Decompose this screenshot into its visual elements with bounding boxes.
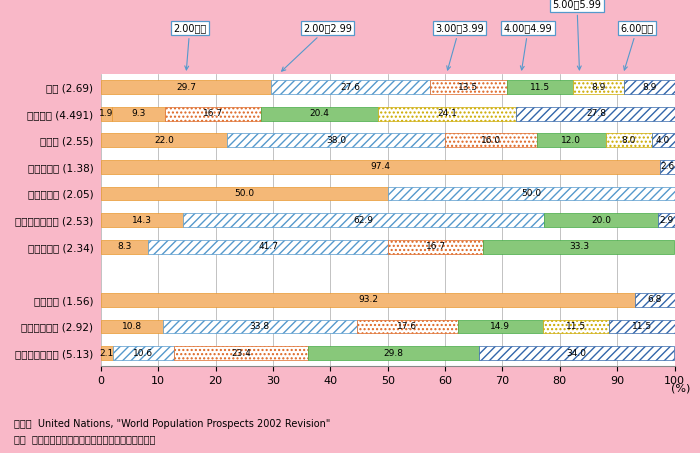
Bar bbox=[183, 213, 544, 227]
Bar bbox=[101, 134, 227, 147]
Text: 3.00～3.99: 3.00～3.99 bbox=[435, 23, 484, 70]
Text: 8.9: 8.9 bbox=[643, 83, 657, 92]
Text: 10.6: 10.6 bbox=[133, 348, 153, 357]
Bar bbox=[388, 187, 675, 200]
Bar bbox=[113, 346, 174, 360]
Bar bbox=[636, 293, 675, 307]
Bar bbox=[163, 319, 357, 333]
Text: 2.00～2.99: 2.00～2.99 bbox=[281, 23, 352, 71]
Text: 6.8: 6.8 bbox=[648, 295, 662, 304]
Bar bbox=[101, 319, 163, 333]
Text: 4.00～4.99: 4.00～4.99 bbox=[504, 23, 552, 70]
Text: 2.1: 2.1 bbox=[100, 348, 114, 357]
Bar bbox=[609, 319, 675, 333]
Text: 41.7: 41.7 bbox=[258, 242, 278, 251]
Bar bbox=[543, 319, 609, 333]
Bar bbox=[261, 107, 378, 120]
Text: 14.9: 14.9 bbox=[491, 322, 510, 331]
Text: 8.3: 8.3 bbox=[118, 242, 132, 251]
Text: 1.9: 1.9 bbox=[99, 109, 113, 118]
Bar bbox=[507, 80, 573, 94]
Bar bbox=[227, 134, 445, 147]
Bar bbox=[479, 346, 674, 360]
Text: 13.5: 13.5 bbox=[458, 83, 478, 92]
Bar bbox=[573, 80, 624, 94]
Text: 12.0: 12.0 bbox=[561, 136, 581, 145]
Bar bbox=[659, 160, 675, 174]
Bar bbox=[101, 240, 148, 254]
Text: 2.6: 2.6 bbox=[660, 163, 674, 171]
Bar bbox=[357, 319, 458, 333]
Text: 6.00以上: 6.00以上 bbox=[621, 23, 654, 70]
Bar bbox=[624, 80, 675, 94]
Bar bbox=[101, 213, 183, 227]
Bar bbox=[148, 240, 388, 254]
Text: 23.4: 23.4 bbox=[231, 348, 251, 357]
Text: 20.4: 20.4 bbox=[309, 109, 330, 118]
Text: 24.1: 24.1 bbox=[437, 109, 457, 118]
Text: 27.6: 27.6 bbox=[340, 83, 360, 92]
Text: 注：  国及び地域の分類は国連の分類に従っている。: 注： 国及び地域の分類は国連の分類に従っている。 bbox=[14, 434, 155, 444]
Text: 33.8: 33.8 bbox=[250, 322, 270, 331]
Text: 16.0: 16.0 bbox=[481, 136, 501, 145]
Text: 16.7: 16.7 bbox=[426, 242, 446, 251]
Text: 29.8: 29.8 bbox=[384, 348, 403, 357]
Text: 8.9: 8.9 bbox=[592, 83, 606, 92]
Text: 資料：  United Nations, "World Population Prospects 2002 Revision": 資料： United Nations, "World Population Pr… bbox=[14, 419, 330, 429]
Text: 50.0: 50.0 bbox=[234, 189, 254, 198]
Bar bbox=[174, 346, 308, 360]
Text: 14.3: 14.3 bbox=[132, 216, 152, 225]
Bar bbox=[516, 107, 676, 120]
Bar bbox=[101, 160, 659, 174]
Bar bbox=[112, 107, 165, 120]
Text: 20.0: 20.0 bbox=[591, 216, 611, 225]
Text: 34.0: 34.0 bbox=[566, 348, 587, 357]
Bar bbox=[537, 134, 606, 147]
Text: 50.0: 50.0 bbox=[521, 189, 541, 198]
Text: 22.0: 22.0 bbox=[154, 136, 174, 145]
Text: 16.7: 16.7 bbox=[203, 109, 223, 118]
Bar bbox=[606, 134, 652, 147]
Text: 2.9: 2.9 bbox=[659, 216, 674, 225]
Bar bbox=[388, 240, 484, 254]
X-axis label: (%): (%) bbox=[671, 384, 690, 394]
Bar bbox=[458, 319, 543, 333]
Text: 33.3: 33.3 bbox=[569, 242, 589, 251]
Text: 93.2: 93.2 bbox=[358, 295, 378, 304]
Bar bbox=[165, 107, 261, 120]
Bar bbox=[101, 187, 388, 200]
Text: 29.7: 29.7 bbox=[176, 83, 196, 92]
Bar bbox=[652, 134, 675, 147]
Bar bbox=[659, 213, 675, 227]
Bar bbox=[308, 346, 479, 360]
Bar bbox=[544, 213, 659, 227]
Text: 8.0: 8.0 bbox=[622, 136, 636, 145]
Text: 17.6: 17.6 bbox=[397, 322, 417, 331]
Bar bbox=[430, 80, 507, 94]
Text: 62.9: 62.9 bbox=[354, 216, 373, 225]
Text: 9.3: 9.3 bbox=[132, 109, 146, 118]
Text: 11.5: 11.5 bbox=[530, 83, 550, 92]
Text: 27.8: 27.8 bbox=[586, 109, 606, 118]
Bar bbox=[378, 107, 516, 120]
Bar bbox=[445, 134, 537, 147]
Bar bbox=[101, 80, 272, 94]
Text: 38.0: 38.0 bbox=[326, 136, 346, 145]
Text: 2.00未満: 2.00未満 bbox=[173, 23, 206, 70]
Text: 97.4: 97.4 bbox=[370, 163, 390, 171]
Bar bbox=[101, 293, 636, 307]
Text: 5.00～5.99: 5.00～5.99 bbox=[552, 0, 601, 70]
Bar bbox=[272, 80, 430, 94]
Text: 10.8: 10.8 bbox=[122, 322, 142, 331]
Text: 11.5: 11.5 bbox=[632, 322, 652, 331]
Bar bbox=[101, 107, 112, 120]
Text: 11.5: 11.5 bbox=[566, 322, 586, 331]
Text: 4.0: 4.0 bbox=[656, 136, 670, 145]
Bar bbox=[484, 240, 675, 254]
Bar bbox=[101, 346, 113, 360]
